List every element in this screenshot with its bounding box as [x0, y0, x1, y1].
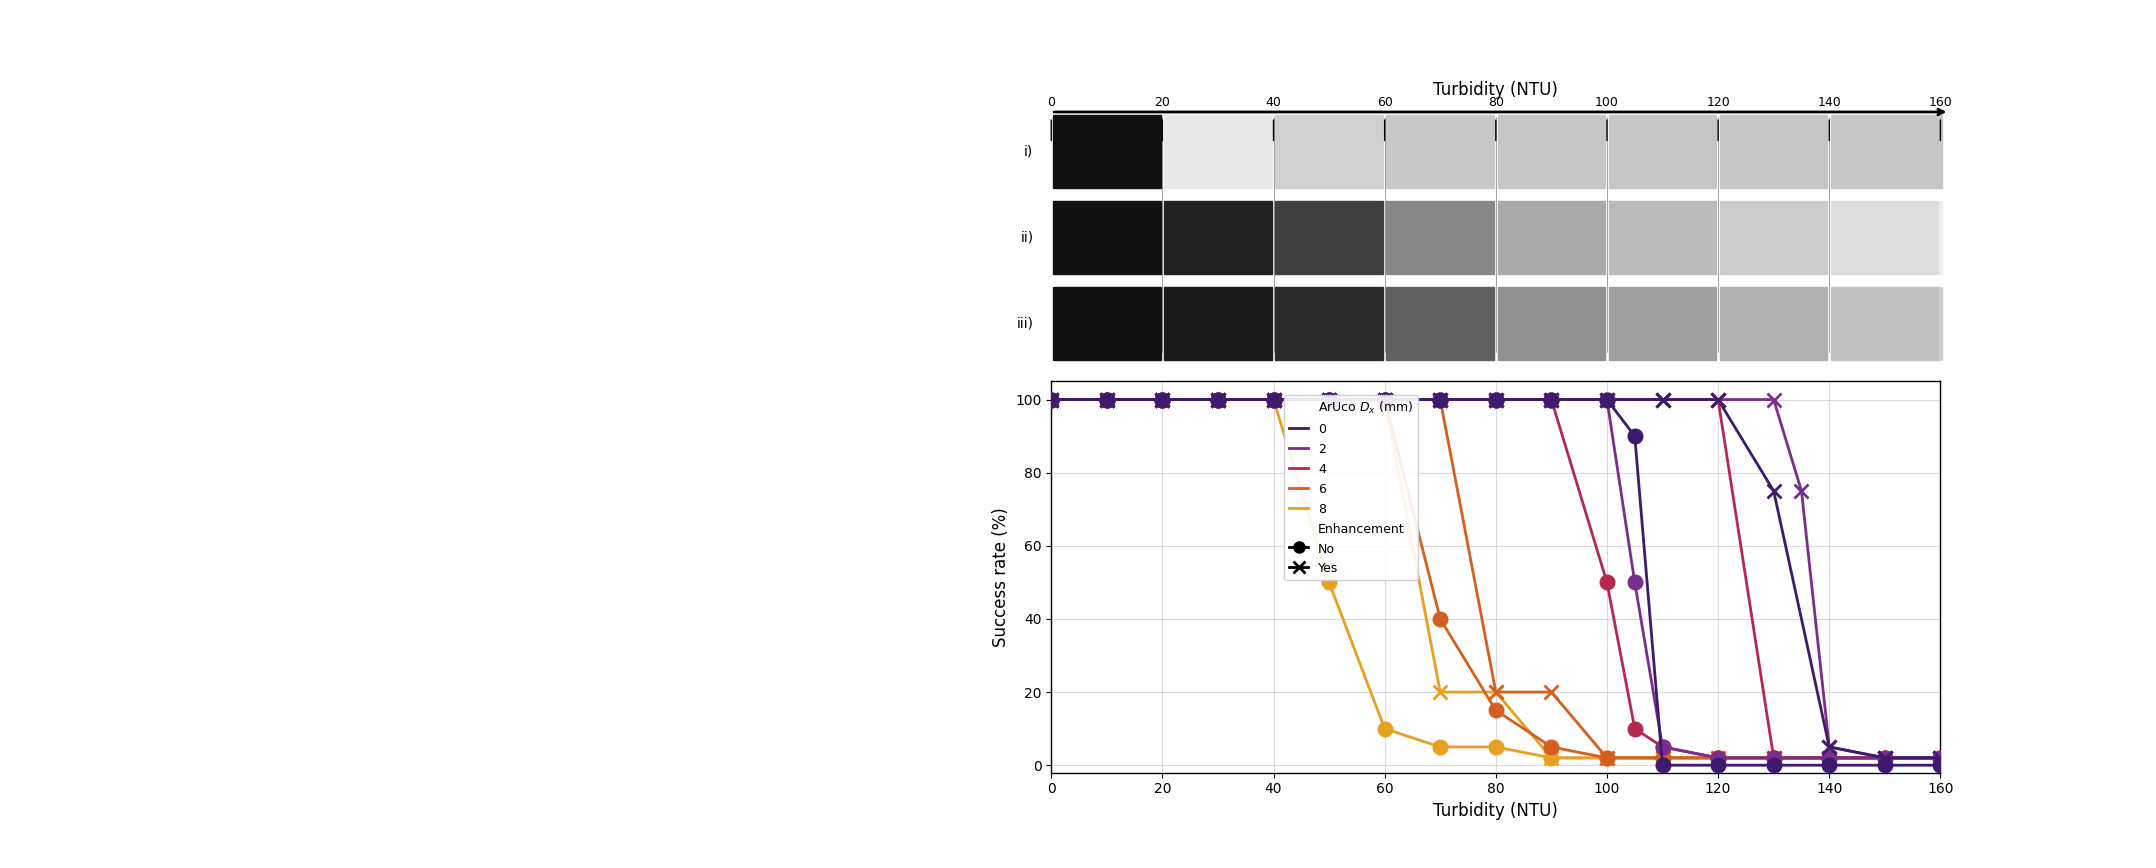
- Bar: [1938, 286, 1943, 359]
- Bar: [1276, 115, 1382, 187]
- Text: 120: 120: [1705, 96, 1729, 109]
- Bar: [1608, 286, 1716, 359]
- Bar: [1830, 201, 1938, 273]
- Bar: [1052, 115, 1160, 187]
- Bar: [1498, 115, 1606, 187]
- Bar: [1276, 286, 1382, 359]
- Bar: [1608, 201, 1716, 273]
- Bar: [1720, 286, 1828, 359]
- Text: 140: 140: [1818, 96, 1841, 109]
- Bar: [1608, 115, 1716, 187]
- Text: 40: 40: [1266, 96, 1281, 109]
- Text: 100: 100: [1595, 96, 1619, 109]
- Bar: [1052, 286, 1160, 359]
- Bar: [1938, 201, 1943, 273]
- Legend: ArUco $D_x$ (mm), 0, 2, 4, 6, 8, Enhancement, No, Yes: ArUco $D_x$ (mm), 0, 2, 4, 6, 8, Enhance…: [1285, 395, 1419, 581]
- Bar: [1164, 286, 1272, 359]
- Text: 60: 60: [1378, 96, 1393, 109]
- Bar: [1386, 115, 1494, 187]
- Bar: [1052, 201, 1160, 273]
- Y-axis label: Success rate (%): Success rate (%): [992, 507, 1009, 647]
- Bar: [1938, 115, 1943, 187]
- Bar: [1720, 115, 1828, 187]
- Bar: [1164, 201, 1272, 273]
- Text: 20: 20: [1153, 96, 1171, 109]
- Bar: [1498, 201, 1606, 273]
- Text: 160: 160: [1927, 96, 1953, 109]
- Text: ii): ii): [1020, 230, 1033, 244]
- X-axis label: Turbidity (NTU): Turbidity (NTU): [1434, 802, 1559, 819]
- Bar: [1830, 286, 1938, 359]
- Text: Turbidity (NTU): Turbidity (NTU): [1434, 81, 1559, 99]
- Bar: [1498, 286, 1606, 359]
- Text: 80: 80: [1488, 96, 1505, 109]
- Text: 0: 0: [1048, 96, 1054, 109]
- Bar: [1830, 115, 1938, 187]
- Text: [Lab Setup Photo]: [Lab Setup Photo]: [552, 429, 727, 448]
- Text: i): i): [1024, 144, 1033, 158]
- Bar: [1386, 286, 1494, 359]
- Bar: [1386, 201, 1494, 273]
- Bar: [1164, 115, 1272, 187]
- Bar: [1276, 201, 1382, 273]
- Text: iii): iii): [1015, 316, 1033, 330]
- Bar: [1720, 201, 1828, 273]
